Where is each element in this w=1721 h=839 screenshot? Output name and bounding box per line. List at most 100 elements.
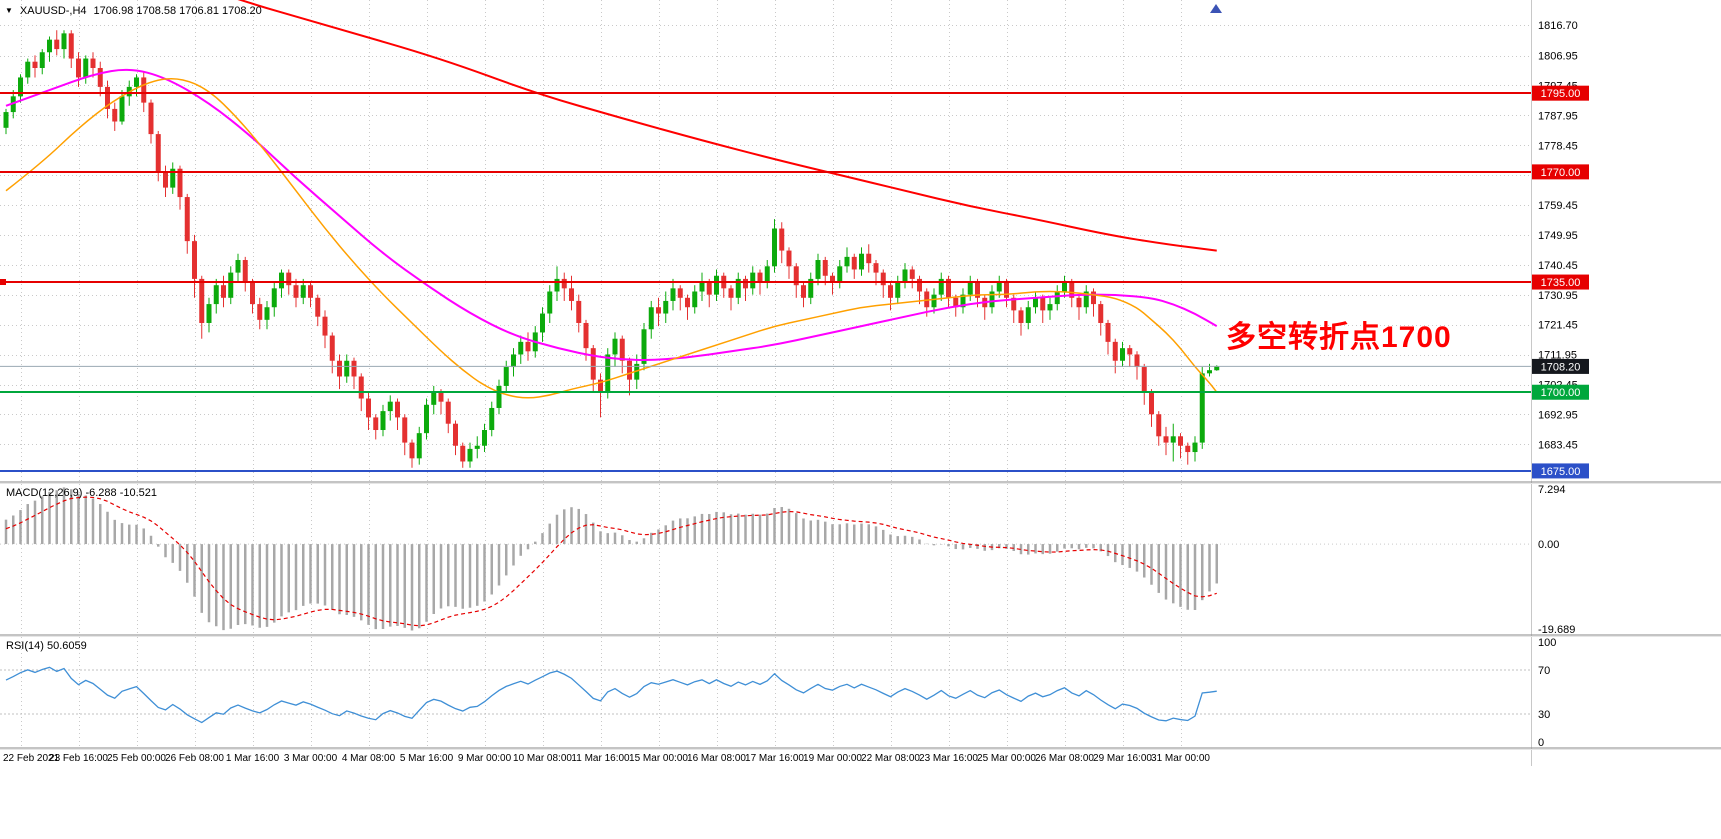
rsi-axis-0: 0 bbox=[1538, 737, 1544, 749]
time-tick-label: 26 Mar 08:00 bbox=[1035, 753, 1094, 764]
candle-body bbox=[228, 272, 234, 298]
candle-body bbox=[1207, 370, 1212, 374]
candle-body bbox=[598, 379, 603, 393]
candle-body bbox=[18, 77, 23, 97]
rsi-axis[interactable]: 100 70 30 0 bbox=[1538, 637, 1556, 749]
price-badge: 1708.20 bbox=[1532, 358, 1589, 374]
rsi-axis-70: 70 bbox=[1538, 665, 1550, 677]
macd-axis-zero: 0.00 bbox=[1538, 539, 1559, 551]
candle-body bbox=[431, 392, 437, 405]
candle-body bbox=[525, 341, 531, 352]
candle-body bbox=[938, 278, 944, 295]
candle-body bbox=[909, 269, 915, 279]
candle-body bbox=[793, 266, 799, 286]
horizontal-lines-layer[interactable] bbox=[0, 92, 1531, 472]
price-badge: 1770.00 bbox=[1532, 164, 1589, 180]
hline-drag-handle[interactable] bbox=[0, 279, 6, 285]
time-tick-label: 25 Mar 00:00 bbox=[977, 753, 1036, 764]
chart-shift-marker[interactable] bbox=[1210, 4, 1222, 13]
candle-body bbox=[112, 108, 118, 122]
candle-body bbox=[946, 278, 951, 298]
candle-body bbox=[329, 335, 335, 361]
candle-body bbox=[547, 291, 553, 314]
candle-body bbox=[692, 291, 698, 308]
candle-body bbox=[1199, 373, 1205, 443]
moving-averages-layer bbox=[5, 0, 1218, 399]
time-tick-label: 23 Feb 16:00 bbox=[49, 753, 108, 764]
candle-body bbox=[917, 278, 922, 292]
time-tick-label: 1 Mar 16:00 bbox=[226, 753, 280, 764]
candle-body bbox=[540, 313, 545, 333]
candle-body bbox=[416, 433, 422, 459]
candle-body bbox=[706, 282, 712, 295]
time-tick-label: 25 Feb 00:00 bbox=[107, 753, 166, 764]
price-tick-label: 1749.95 bbox=[1538, 230, 1578, 242]
price-axis[interactable]: 1816.701806.951797.451787.951778.451768.… bbox=[1532, 20, 1589, 479]
candle-body bbox=[699, 282, 705, 292]
candle-body bbox=[1054, 291, 1060, 305]
candle-body bbox=[1062, 282, 1067, 292]
candle-body bbox=[351, 360, 357, 377]
candle-body bbox=[177, 168, 183, 198]
rsi-axis-30: 30 bbox=[1538, 709, 1550, 721]
svg-text:1700.00: 1700.00 bbox=[1541, 387, 1581, 399]
macd-panel-area[interactable] bbox=[0, 484, 1531, 634]
price-badge: 1795.00 bbox=[1532, 85, 1589, 101]
price-tick-label: 1683.45 bbox=[1538, 439, 1578, 451]
candle-body bbox=[518, 341, 524, 355]
macd-axis[interactable]: 7.294 0.00 -19.689 bbox=[1538, 484, 1575, 636]
candle-body bbox=[1011, 297, 1017, 311]
candle-body bbox=[213, 285, 219, 305]
candle-body bbox=[815, 260, 821, 279]
candle-body bbox=[931, 294, 937, 308]
dropdown-arrow-icon[interactable]: ▼ bbox=[5, 6, 13, 15]
candle-body bbox=[1033, 297, 1038, 308]
ma-magenta-mid-line bbox=[5, 68, 1218, 361]
candle-body bbox=[47, 39, 52, 53]
candle-body bbox=[300, 285, 306, 298]
annotation-text[interactable]: 多空转折点1700 bbox=[1226, 321, 1452, 354]
candle-body bbox=[685, 297, 690, 308]
chart-plot-area[interactable] bbox=[0, 0, 1531, 481]
candle-body bbox=[590, 348, 596, 380]
candle-body bbox=[1069, 282, 1075, 298]
candle-body bbox=[677, 288, 683, 298]
chart-title: ▼ XAUUSD-,H4 1706.98 1708.58 1706.81 170… bbox=[5, 5, 262, 17]
svg-text:1770.00: 1770.00 bbox=[1541, 167, 1581, 179]
candle-body bbox=[61, 33, 67, 50]
candle-body bbox=[3, 112, 9, 128]
svg-text:1735.00: 1735.00 bbox=[1541, 277, 1581, 289]
price-tick-label: 1730.95 bbox=[1538, 290, 1578, 302]
price-tick-label: 1806.95 bbox=[1538, 51, 1578, 63]
time-tick-label: 5 Mar 16:00 bbox=[400, 753, 454, 764]
price-badge: 1700.00 bbox=[1532, 384, 1589, 400]
candle-body bbox=[996, 282, 1002, 292]
candle-body bbox=[1047, 304, 1053, 311]
candle-body bbox=[1149, 392, 1154, 415]
rsi-indicator-label: RSI(14) 50.6059 bbox=[6, 640, 87, 652]
candle-body bbox=[315, 297, 321, 317]
candle-body bbox=[83, 58, 89, 78]
candle-body bbox=[54, 39, 60, 50]
candle-body bbox=[322, 316, 328, 336]
candle-body bbox=[743, 278, 748, 289]
candle-body bbox=[242, 260, 248, 283]
candle-body bbox=[32, 61, 38, 68]
time-tick-label: 22 Mar 08:00 bbox=[861, 753, 920, 764]
candle-body bbox=[902, 269, 908, 283]
candle-body bbox=[387, 401, 393, 412]
time-tick-label: 3 Mar 00:00 bbox=[284, 753, 338, 764]
rsi-panel-area[interactable] bbox=[0, 637, 1531, 747]
candle-body bbox=[612, 338, 618, 355]
candle-body bbox=[663, 300, 669, 314]
candle-body bbox=[801, 285, 806, 298]
candle-body bbox=[1170, 436, 1176, 443]
candle-body bbox=[844, 256, 850, 267]
candle-body bbox=[786, 250, 792, 267]
ohlc-readout: 1706.98 1708.58 1706.81 1708.20 bbox=[93, 5, 262, 17]
candle-body bbox=[1098, 304, 1104, 323]
candle-body bbox=[772, 228, 777, 267]
